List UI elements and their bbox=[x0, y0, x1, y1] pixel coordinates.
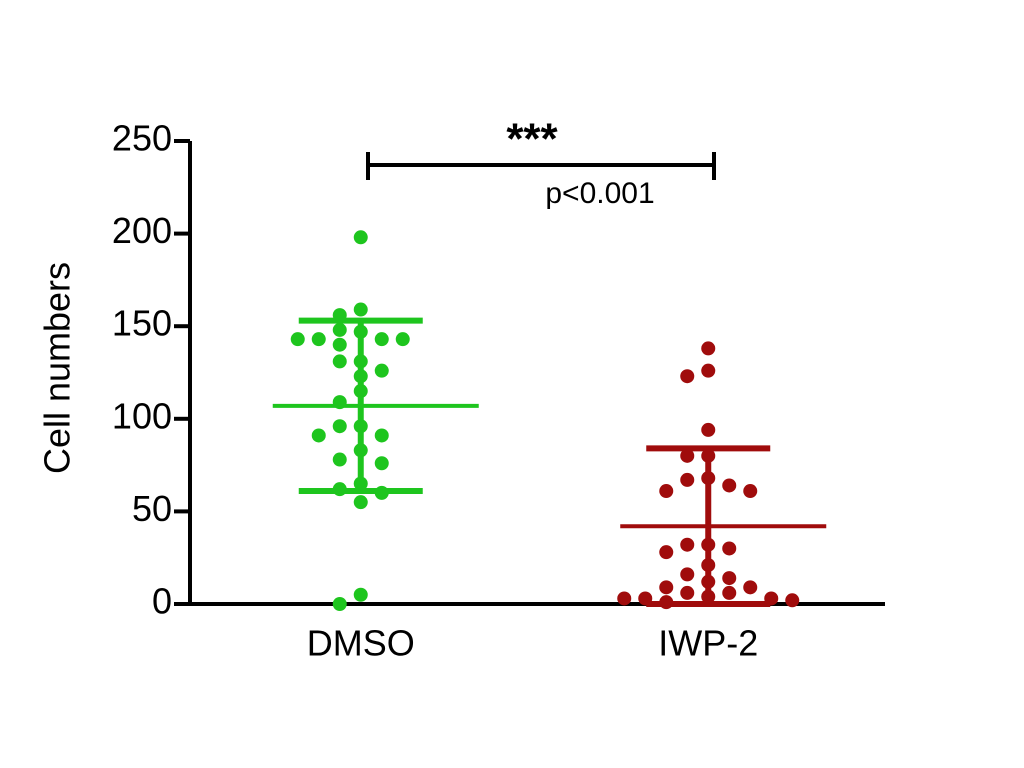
y-tick-label: 200 bbox=[112, 210, 172, 251]
dot bbox=[722, 541, 737, 556]
dot bbox=[353, 302, 368, 317]
dot bbox=[353, 230, 368, 245]
dot bbox=[311, 332, 326, 347]
dot bbox=[332, 354, 347, 369]
dot bbox=[374, 363, 389, 378]
dot bbox=[353, 495, 368, 510]
y-tick-label: 150 bbox=[112, 303, 172, 344]
x-tick-label: DMSO bbox=[307, 623, 415, 664]
y-tick-label: 0 bbox=[152, 581, 172, 622]
dot bbox=[722, 585, 737, 600]
dot bbox=[722, 478, 737, 493]
dot bbox=[374, 332, 389, 347]
dot bbox=[680, 567, 695, 582]
dot bbox=[311, 428, 326, 443]
dot bbox=[680, 585, 695, 600]
p-value: p<0.001 bbox=[545, 177, 654, 210]
y-axis-label: Cell numbers bbox=[37, 262, 78, 474]
dot bbox=[785, 593, 800, 608]
dot bbox=[332, 337, 347, 352]
dot bbox=[332, 419, 347, 434]
dot bbox=[374, 456, 389, 471]
dot bbox=[659, 580, 674, 595]
dot bbox=[722, 571, 737, 586]
dot bbox=[617, 591, 632, 606]
dot bbox=[701, 422, 716, 437]
dot bbox=[701, 363, 716, 378]
significance-stars: *** bbox=[506, 115, 558, 164]
dot bbox=[290, 332, 305, 347]
dot bbox=[680, 448, 695, 463]
dot bbox=[743, 580, 758, 595]
y-tick-label: 100 bbox=[112, 395, 172, 436]
y-tick-label: 250 bbox=[112, 118, 172, 159]
dot bbox=[743, 484, 758, 499]
dot bbox=[659, 545, 674, 560]
x-tick-label: IWP-2 bbox=[658, 623, 758, 664]
dot bbox=[701, 341, 716, 356]
dot bbox=[680, 537, 695, 552]
dot bbox=[353, 587, 368, 602]
dot bbox=[680, 369, 695, 384]
dot bbox=[332, 597, 347, 611]
y-tick-label: 50 bbox=[132, 488, 172, 529]
dot bbox=[374, 428, 389, 443]
dot bbox=[659, 484, 674, 499]
dot bbox=[332, 452, 347, 467]
dot bbox=[680, 472, 695, 487]
dot bbox=[395, 332, 410, 347]
dot bbox=[332, 322, 347, 337]
